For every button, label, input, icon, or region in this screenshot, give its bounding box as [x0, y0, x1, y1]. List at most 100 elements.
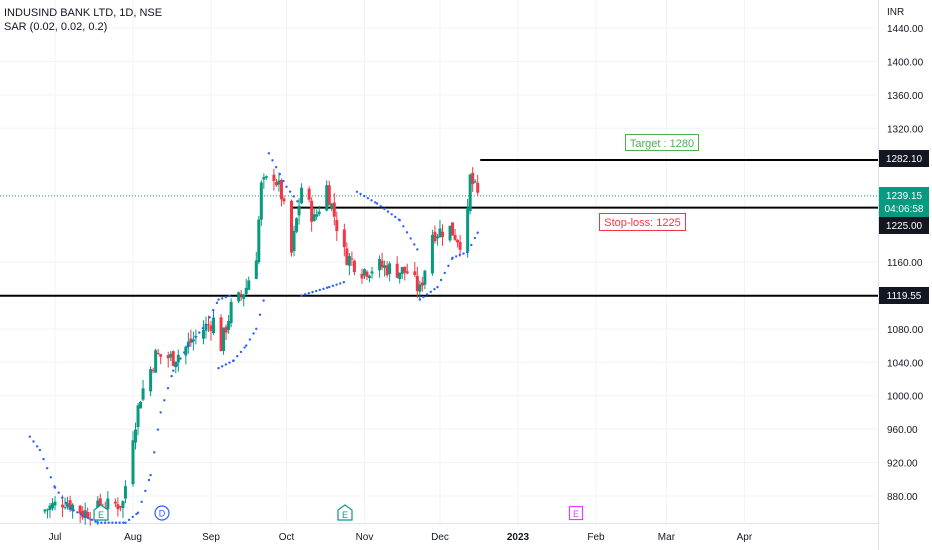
price-axis[interactable]: INR 1440.00 1400.00 1360.00 1320.00 1160.00 1…: [879, 7, 929, 503]
sar-dot: [224, 295, 228, 299]
sar-dot: [217, 298, 220, 301]
sar-dot: [355, 190, 359, 193]
price-tick-label: 1000.00: [887, 392, 924, 403]
price-tick-label: 1040.00: [887, 358, 924, 369]
candle-up: [257, 219, 261, 262]
sar-dot: [212, 308, 215, 312]
sar-dot: [243, 346, 246, 349]
parabolic-sar-series: [28, 152, 479, 524]
sar-dot: [359, 192, 362, 196]
sar-dot: [252, 332, 255, 335]
sar-dot: [398, 219, 401, 222]
candle-up: [123, 486, 127, 499]
candle-down: [118, 506, 122, 508]
sar-dot: [300, 294, 303, 297]
sar-dot: [267, 152, 271, 155]
candle-up: [139, 401, 143, 409]
sar-dot: [42, 457, 45, 461]
candle-up: [312, 214, 316, 222]
sar-dot: [100, 521, 103, 524]
sar-dot: [53, 486, 57, 489]
sar-dot: [386, 210, 390, 213]
candle-down: [116, 504, 120, 510]
event-markers[interactable]: E D E E: [93, 504, 584, 521]
candle-up: [48, 505, 52, 511]
sar-dot: [255, 327, 258, 331]
candle-down: [360, 273, 364, 279]
candle-up: [106, 498, 110, 509]
sar-dot: [413, 243, 416, 246]
candle-up: [184, 346, 188, 356]
candle-up: [448, 225, 452, 241]
candle-down: [219, 317, 223, 352]
sar-dot: [447, 264, 450, 268]
sar-dot: [215, 301, 219, 305]
candle-down: [290, 200, 294, 253]
sar-dot: [383, 207, 386, 211]
sar-dot: [443, 271, 446, 275]
sar-dot: [57, 491, 60, 494]
time-tick-label: Oct: [279, 532, 295, 543]
candle-down: [171, 351, 175, 366]
candle-up: [468, 174, 472, 212]
candle-down: [332, 202, 336, 217]
candle-down: [310, 200, 314, 222]
sar-dot: [163, 399, 166, 402]
candle-down: [476, 182, 480, 193]
candle-up: [237, 292, 241, 302]
chart-legend[interactable]: INDUSIND BANK LTD, 1D, NSE SAR (0.02, 0.…: [4, 6, 162, 34]
sar-dot: [172, 369, 175, 372]
sar-dot: [318, 288, 322, 292]
earnings-marker[interactable]: E: [337, 504, 353, 521]
sar-dot: [462, 252, 465, 255]
future-earnings-marker[interactable]: E: [568, 505, 584, 521]
target-annotation[interactable]: Target : 1280: [625, 134, 699, 151]
grid-lines: [0, 0, 878, 523]
stoploss-annotation[interactable]: Stop-loss: 1225: [599, 213, 686, 231]
sar-dot: [274, 166, 278, 169]
price-tick-label: 1440.00: [887, 24, 924, 35]
candle-down: [420, 282, 424, 286]
horizontal-levels[interactable]: [0, 158, 878, 297]
support-price-tag: 1119.55: [879, 287, 929, 304]
candle-up: [259, 182, 263, 220]
candle-up: [378, 258, 382, 271]
time-tick-label: Dec: [431, 532, 449, 543]
candle-down: [403, 266, 407, 273]
sar-dot: [239, 350, 243, 354]
candle-up: [300, 187, 304, 204]
candle-down: [451, 222, 455, 236]
indicator-title[interactable]: SAR (0.02, 0.02, 0.2): [4, 21, 108, 33]
candle-up: [264, 176, 268, 178]
sar-dot: [175, 363, 179, 366]
candle-up: [317, 211, 321, 215]
candle-down: [159, 354, 163, 357]
sar-dot: [366, 196, 370, 200]
sar-dot: [271, 159, 274, 162]
sar-dot: [220, 365, 224, 368]
support-price-text: 1119.55: [887, 291, 922, 302]
sar-dot: [170, 374, 173, 378]
dividend-marker[interactable]: D: [154, 505, 170, 521]
time-axis[interactable]: Jul Aug Sep Oct Nov Dec 2023 Feb Mar Apr: [49, 532, 753, 543]
sar-dot: [28, 435, 32, 438]
candle-down: [206, 324, 210, 326]
countdown-text: 04:06:58: [885, 204, 924, 215]
sar-dot: [373, 201, 377, 204]
candle-down: [380, 260, 384, 268]
sar-dot: [190, 340, 194, 343]
sar-dot: [183, 351, 186, 354]
candle-down: [350, 258, 354, 260]
last-price-text: 1239.15: [886, 191, 923, 202]
candle-down: [453, 235, 457, 240]
sar-dot: [224, 363, 228, 366]
sar-dot: [390, 213, 393, 216]
candle-down: [272, 174, 276, 181]
sar-dot: [79, 512, 83, 516]
symbol-title[interactable]: INDUSIND BANK LTD, 1D, NSE: [4, 7, 163, 19]
earnings-marker[interactable]: E: [93, 504, 109, 521]
sar-dot: [425, 293, 429, 296]
sar-dot: [140, 500, 143, 504]
sar-dot: [422, 295, 425, 299]
